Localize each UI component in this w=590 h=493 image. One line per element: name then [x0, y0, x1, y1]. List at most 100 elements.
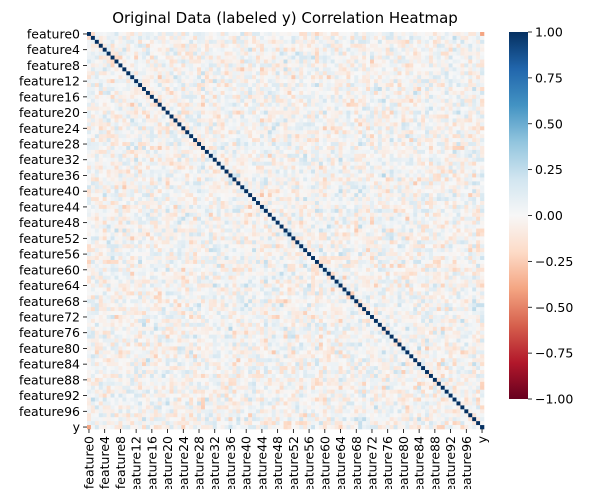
- heatmap-cell: [405, 63, 410, 68]
- heatmap-cell: [444, 90, 449, 96]
- heatmap-cell: [204, 122, 210, 127]
- heatmap-cell: [212, 106, 218, 111]
- heatmap-cell: [381, 208, 387, 214]
- heatmap-cell: [114, 204, 119, 210]
- heatmap-cell: [322, 122, 328, 127]
- heatmap-cell: [267, 149, 273, 155]
- heatmap-cell: [448, 138, 453, 143]
- heatmap-cell: [200, 181, 206, 186]
- heatmap-cell: [110, 165, 115, 170]
- heatmap-cell: [110, 122, 115, 127]
- heatmap-cell: [405, 43, 410, 49]
- heatmap-cell: [307, 201, 312, 206]
- heatmap-cell: [94, 75, 100, 80]
- heatmap-cell: [373, 110, 379, 115]
- heatmap-cell: [314, 220, 320, 225]
- heatmap-cell: [153, 189, 159, 194]
- heatmap-cell: [468, 165, 473, 170]
- heatmap-cell: [145, 220, 151, 225]
- heatmap-cell: [464, 201, 469, 206]
- heatmap-cell: [342, 63, 347, 68]
- heatmap-cell: [425, 94, 430, 100]
- heatmap-cell: [200, 122, 206, 127]
- heatmap-cell: [110, 67, 115, 72]
- heatmap-cell: [417, 39, 422, 45]
- heatmap-cell: [381, 220, 387, 225]
- heatmap-cell: [440, 177, 445, 182]
- heatmap-cell: [397, 126, 402, 131]
- heatmap-cell: [480, 157, 485, 163]
- heatmap-cell: [94, 165, 100, 170]
- heatmap-cell: [216, 145, 221, 151]
- heatmap-cell: [338, 153, 343, 159]
- heatmap-cell: [126, 59, 131, 64]
- heatmap-cell: [346, 43, 351, 49]
- heatmap-cell: [165, 134, 170, 139]
- heatmap-cell: [480, 106, 485, 111]
- heatmap-cell: [145, 161, 151, 166]
- heatmap-cell: [405, 201, 410, 206]
- heatmap-cell: [362, 145, 367, 151]
- heatmap-cell: [181, 118, 186, 123]
- heatmap-cell: [240, 157, 245, 163]
- heatmap-cell: [472, 35, 477, 41]
- heatmap-cell: [185, 55, 190, 60]
- heatmap-cell: [267, 102, 273, 107]
- heatmap-cell: [389, 98, 394, 104]
- heatmap-cell: [98, 59, 104, 64]
- heatmap-cell: [185, 177, 190, 182]
- heatmap-cell: [413, 193, 418, 198]
- heatmap-cell: [267, 142, 273, 147]
- heatmap-cell: [208, 197, 214, 202]
- heatmap-cell: [432, 90, 438, 96]
- heatmap-cell: [468, 83, 473, 88]
- heatmap-cell: [370, 32, 375, 37]
- heatmap-cell: [405, 169, 410, 174]
- heatmap-cell: [350, 177, 355, 182]
- heatmap-cell: [204, 208, 210, 214]
- heatmap-cell: [413, 32, 418, 37]
- heatmap-cell: [90, 169, 96, 174]
- heatmap-cell: [440, 51, 445, 56]
- heatmap-cell: [232, 59, 237, 64]
- heatmap-cell: [405, 98, 410, 104]
- heatmap-cell: [236, 169, 241, 174]
- heatmap-cell: [216, 51, 221, 56]
- heatmap-cell: [118, 63, 123, 68]
- heatmap-cell: [330, 185, 335, 190]
- heatmap-cell: [165, 63, 170, 68]
- heatmap-cell: [291, 130, 296, 135]
- heatmap-cell: [314, 43, 320, 49]
- heatmap-cell: [417, 94, 422, 100]
- heatmap-cell: [295, 134, 300, 139]
- heatmap-cell: [216, 153, 221, 159]
- heatmap-cell: [153, 165, 159, 170]
- heatmap-cell: [311, 94, 316, 100]
- heatmap-cell: [370, 63, 375, 68]
- heatmap-cell: [342, 208, 347, 214]
- heatmap-cell: [248, 59, 253, 64]
- heatmap-cell: [452, 39, 457, 45]
- heatmap-cell: [145, 102, 151, 107]
- heatmap-cell: [370, 118, 375, 123]
- heatmap-cell: [94, 63, 100, 68]
- heatmap-cell: [87, 201, 92, 206]
- heatmap-cell: [118, 90, 123, 96]
- heatmap-cell: [334, 94, 339, 100]
- heatmap-cell: [358, 102, 363, 107]
- heatmap-cell: [130, 122, 135, 127]
- heatmap-cell: [256, 157, 261, 163]
- heatmap-cell: [130, 189, 135, 194]
- heatmap-cell: [149, 185, 155, 190]
- heatmap-cell: [452, 79, 457, 84]
- heatmap-cell: [130, 35, 135, 41]
- heatmap-cell: [157, 177, 162, 182]
- heatmap-cell: [145, 181, 151, 186]
- heatmap-cell: [366, 165, 371, 170]
- heatmap-cell: [248, 134, 253, 139]
- heatmap-cell: [142, 161, 147, 166]
- heatmap-cell: [291, 106, 296, 111]
- heatmap-cell: [322, 94, 328, 100]
- heatmap-cell: [256, 110, 261, 115]
- heatmap-cell: [102, 220, 107, 225]
